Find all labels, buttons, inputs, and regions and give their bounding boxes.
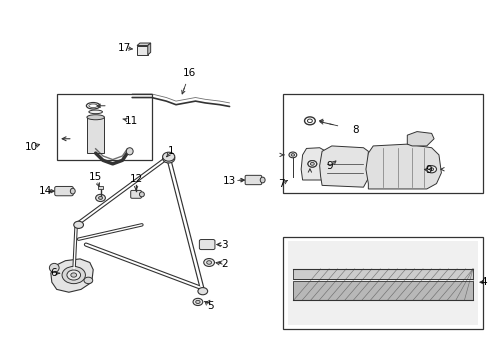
Text: 7: 7	[277, 179, 284, 189]
Ellipse shape	[49, 264, 59, 273]
Ellipse shape	[310, 162, 314, 165]
Polygon shape	[137, 43, 150, 45]
Bar	[57, 94, 151, 160]
Polygon shape	[147, 43, 150, 55]
Ellipse shape	[288, 152, 296, 158]
Ellipse shape	[203, 258, 214, 266]
Text: 1: 1	[167, 146, 174, 156]
Bar	[283, 94, 482, 193]
Text: 13: 13	[223, 176, 236, 186]
Bar	[87, 117, 104, 153]
Polygon shape	[319, 146, 367, 187]
Text: 5: 5	[206, 301, 213, 311]
Text: 4: 4	[480, 277, 487, 287]
Ellipse shape	[99, 197, 102, 199]
Text: 12: 12	[129, 174, 142, 184]
Ellipse shape	[310, 162, 314, 165]
Ellipse shape	[67, 270, 81, 280]
FancyBboxPatch shape	[130, 190, 141, 198]
Ellipse shape	[70, 188, 75, 194]
Ellipse shape	[195, 300, 200, 303]
Text: 9: 9	[326, 161, 332, 171]
Text: 8: 8	[351, 125, 358, 135]
Ellipse shape	[163, 152, 174, 161]
Ellipse shape	[307, 161, 316, 167]
Text: 2: 2	[221, 259, 227, 269]
Ellipse shape	[89, 110, 102, 114]
Text: 3: 3	[221, 239, 227, 249]
Text: 9: 9	[424, 165, 431, 175]
Ellipse shape	[87, 115, 104, 120]
Ellipse shape	[96, 194, 105, 202]
FancyBboxPatch shape	[199, 239, 215, 249]
Ellipse shape	[193, 298, 203, 306]
Text: 6: 6	[50, 268, 57, 278]
Bar	[287, 241, 477, 325]
Ellipse shape	[71, 273, 77, 277]
Ellipse shape	[198, 288, 207, 295]
Text: 17: 17	[118, 43, 131, 53]
Ellipse shape	[62, 266, 85, 284]
Bar	[292, 269, 472, 279]
Ellipse shape	[84, 277, 93, 284]
Text: 14: 14	[39, 186, 52, 197]
FancyBboxPatch shape	[55, 186, 73, 196]
Ellipse shape	[426, 166, 436, 173]
Ellipse shape	[290, 154, 294, 156]
Ellipse shape	[429, 168, 433, 171]
Text: 15: 15	[89, 172, 102, 182]
FancyBboxPatch shape	[244, 175, 261, 185]
Polygon shape	[51, 259, 93, 292]
Ellipse shape	[126, 148, 133, 155]
Ellipse shape	[260, 177, 264, 183]
Polygon shape	[407, 132, 433, 146]
Ellipse shape	[307, 161, 316, 167]
Polygon shape	[365, 144, 441, 189]
Bar	[137, 45, 147, 55]
Bar	[283, 237, 482, 329]
Ellipse shape	[163, 154, 174, 163]
Ellipse shape	[74, 221, 83, 228]
Ellipse shape	[139, 192, 144, 197]
Ellipse shape	[206, 261, 211, 264]
Bar	[98, 186, 103, 189]
Polygon shape	[301, 148, 326, 180]
Bar	[292, 282, 472, 300]
Text: 16: 16	[183, 68, 196, 78]
Text: 11: 11	[124, 116, 138, 126]
Text: 10: 10	[25, 142, 38, 152]
